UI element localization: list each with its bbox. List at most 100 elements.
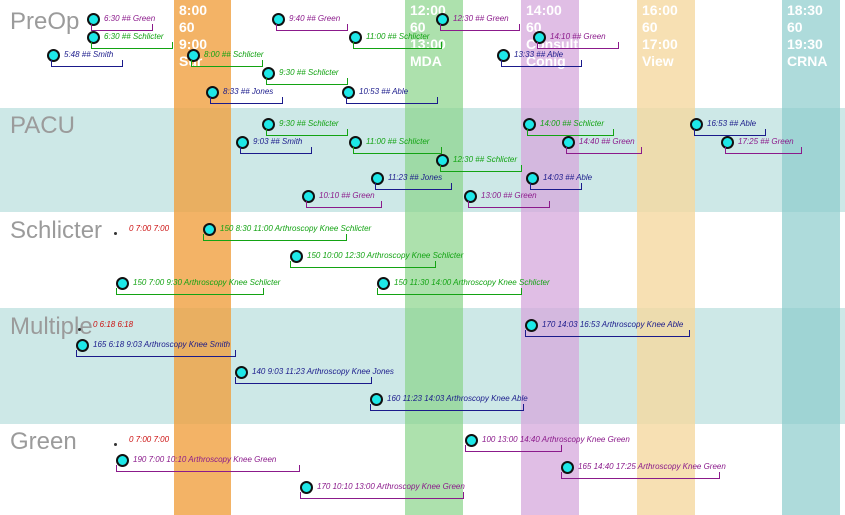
entry-node-icon[interactable] xyxy=(561,461,574,474)
entry-label[interactable]: 11:00 ## Schlicter xyxy=(366,137,430,146)
entry-node-icon[interactable] xyxy=(302,190,315,203)
entry-node-icon[interactable] xyxy=(47,49,60,62)
entry-node-icon[interactable] xyxy=(690,118,703,131)
entry-node-icon[interactable] xyxy=(436,13,449,26)
entry-node-icon[interactable] xyxy=(203,223,216,236)
duration-bracket xyxy=(266,78,348,85)
entry-label[interactable]: 14:10 ## Green xyxy=(550,32,606,41)
entry-node-icon[interactable] xyxy=(526,172,539,185)
entry-node-icon[interactable] xyxy=(272,13,285,26)
duration-bracket xyxy=(306,201,382,208)
entry-node-icon[interactable] xyxy=(377,277,390,290)
entry-label[interactable]: 170 10:10 13:00 Arthroscopy Knee Green xyxy=(317,482,465,491)
duration-bracket xyxy=(91,42,173,49)
entry-label[interactable]: 190 7:00 10:10 Arthroscopy Knee Green xyxy=(133,455,277,464)
duration-bracket xyxy=(501,60,582,67)
entry-label[interactable]: 6:30 ## Green xyxy=(104,14,156,23)
entry-node-icon[interactable] xyxy=(187,49,200,62)
entry-label[interactable]: 150 7:00 9:30 Arthroscopy Knee Schlicter xyxy=(133,278,281,287)
entry-label[interactable]: 9:03 ## Smith xyxy=(253,137,303,146)
entry-node-icon[interactable] xyxy=(465,434,478,447)
entry-node-icon[interactable] xyxy=(206,86,219,99)
duration-bracket xyxy=(116,465,300,472)
duration-bracket xyxy=(191,60,263,67)
entry-label[interactable]: 0 7:00 7:00 xyxy=(129,435,170,444)
entry-label[interactable]: 150 10:00 12:30 Arthroscopy Knee Schlict… xyxy=(307,251,464,260)
duration-bracket xyxy=(537,42,619,49)
entry-label[interactable]: 9:30 ## Schlicter xyxy=(279,68,339,77)
entry-label[interactable]: 11:23 ## Jones xyxy=(388,173,443,182)
entry-node-icon[interactable] xyxy=(235,366,248,379)
duration-bracket xyxy=(530,183,582,190)
entry-node-icon[interactable] xyxy=(349,136,362,149)
entry-node-icon[interactable] xyxy=(87,13,100,26)
entry-label[interactable]: 16:53 ## Able xyxy=(707,119,757,128)
entry-node-icon[interactable] xyxy=(116,277,129,290)
zero-duration-marker xyxy=(114,443,117,446)
entry-label[interactable]: 0 6:18 6:18 xyxy=(93,320,134,329)
entry-label[interactable]: 14:00 ## Schlicter xyxy=(540,119,605,128)
time-column-2[interactable] xyxy=(405,0,463,515)
entry-label[interactable]: 9:40 ## Green xyxy=(289,14,341,23)
entry-label[interactable]: 8:33 ## Jones xyxy=(223,87,274,96)
entry-label[interactable]: 165 14:40 17:25 Arthroscopy Knee Green xyxy=(578,462,726,471)
duration-bracket xyxy=(266,129,348,136)
duration-bracket xyxy=(725,147,802,154)
entry-label[interactable]: 10:10 ## Green xyxy=(319,191,375,200)
entry-label[interactable]: 14:03 ## Able xyxy=(543,173,593,182)
entry-node-icon[interactable] xyxy=(76,339,89,352)
entry-label[interactable]: 0 7:00 7:00 xyxy=(129,224,170,233)
entry-node-icon[interactable] xyxy=(236,136,249,149)
entry-label[interactable]: 160 11:23 14:03 Arthroscopy Knee Able xyxy=(387,394,528,403)
duration-bracket xyxy=(370,404,524,411)
entry-node-icon[interactable] xyxy=(436,154,449,167)
entry-label[interactable]: 150 8:30 11:00 Arthroscopy Knee Schlicte… xyxy=(220,224,372,233)
entry-node-icon[interactable] xyxy=(262,67,275,80)
entry-label[interactable]: 165 6:18 9:03 Arthroscopy Knee Smith xyxy=(93,340,231,349)
entry-node-icon[interactable] xyxy=(371,172,384,185)
entry-label[interactable]: 9:30 ## Schlicter xyxy=(279,119,339,128)
entry-label[interactable]: 12:30 ## Green xyxy=(453,14,509,23)
entry-node-icon[interactable] xyxy=(262,118,275,131)
entry-node-icon[interactable] xyxy=(721,136,734,149)
time-column-1[interactable] xyxy=(174,0,231,515)
entry-node-icon[interactable] xyxy=(349,31,362,44)
column-header-1: 8:00 60 9:00 Sur xyxy=(179,2,208,69)
row-label-pacu: PACU xyxy=(10,112,75,139)
entry-node-icon[interactable] xyxy=(525,319,538,332)
entry-node-icon[interactable] xyxy=(562,136,575,149)
entry-node-icon[interactable] xyxy=(370,393,383,406)
entry-label[interactable]: 150 11:30 14:00 Arthroscopy Knee Schlict… xyxy=(394,278,550,287)
entry-label[interactable]: 10:53 ## Able xyxy=(359,87,409,96)
entry-label[interactable]: 13:00 ## Green xyxy=(481,191,537,200)
entry-node-icon[interactable] xyxy=(290,250,303,263)
entry-label[interactable]: 11:00 ## Schlicter xyxy=(366,32,430,41)
entry-label[interactable]: 170 14:03 16:53 Arthroscopy Knee Able xyxy=(542,320,684,329)
entry-label[interactable]: 8:00 ## Schlicter xyxy=(204,50,264,59)
entry-label[interactable]: 17:25 ## Green xyxy=(738,137,794,146)
time-column-5[interactable] xyxy=(782,0,840,515)
entry-node-icon[interactable] xyxy=(464,190,477,203)
duration-bracket xyxy=(468,201,550,208)
entry-label[interactable]: 5:48 ## Smith xyxy=(64,50,114,59)
entry-label[interactable]: 13:33 ## Able xyxy=(514,50,564,59)
entry-node-icon[interactable] xyxy=(116,454,129,467)
entry-label[interactable]: 100 13:00 14:40 Arthroscopy Knee Green xyxy=(482,435,630,444)
duration-bracket xyxy=(276,24,348,31)
entry-node-icon[interactable] xyxy=(533,31,546,44)
entry-node-icon[interactable] xyxy=(87,31,100,44)
time-column-4[interactable] xyxy=(637,0,695,515)
entry-label[interactable]: 6:30 ## Schlicter xyxy=(104,32,164,41)
time-column-3[interactable] xyxy=(521,0,579,515)
duration-bracket xyxy=(375,183,452,190)
entry-label[interactable]: 12:30 ## Schlicter xyxy=(453,155,518,164)
entry-label[interactable]: 140 9:03 11:23 Arthroscopy Knee Jones xyxy=(252,367,394,376)
entry-node-icon[interactable] xyxy=(497,49,510,62)
entry-node-icon[interactable] xyxy=(300,481,313,494)
duration-bracket xyxy=(240,147,312,154)
duration-bracket xyxy=(290,261,436,268)
entry-label[interactable]: 14:40 ## Green xyxy=(579,137,635,146)
duration-bracket xyxy=(440,165,522,172)
entry-node-icon[interactable] xyxy=(342,86,355,99)
entry-node-icon[interactable] xyxy=(523,118,536,131)
